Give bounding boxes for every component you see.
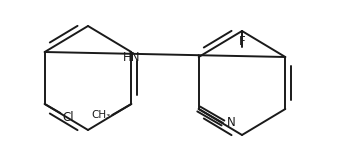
Text: CH₃: CH₃ (91, 110, 110, 120)
Text: N: N (227, 116, 236, 130)
Text: F: F (239, 35, 245, 48)
Text: Cl: Cl (62, 111, 74, 124)
Text: HN: HN (122, 51, 140, 64)
